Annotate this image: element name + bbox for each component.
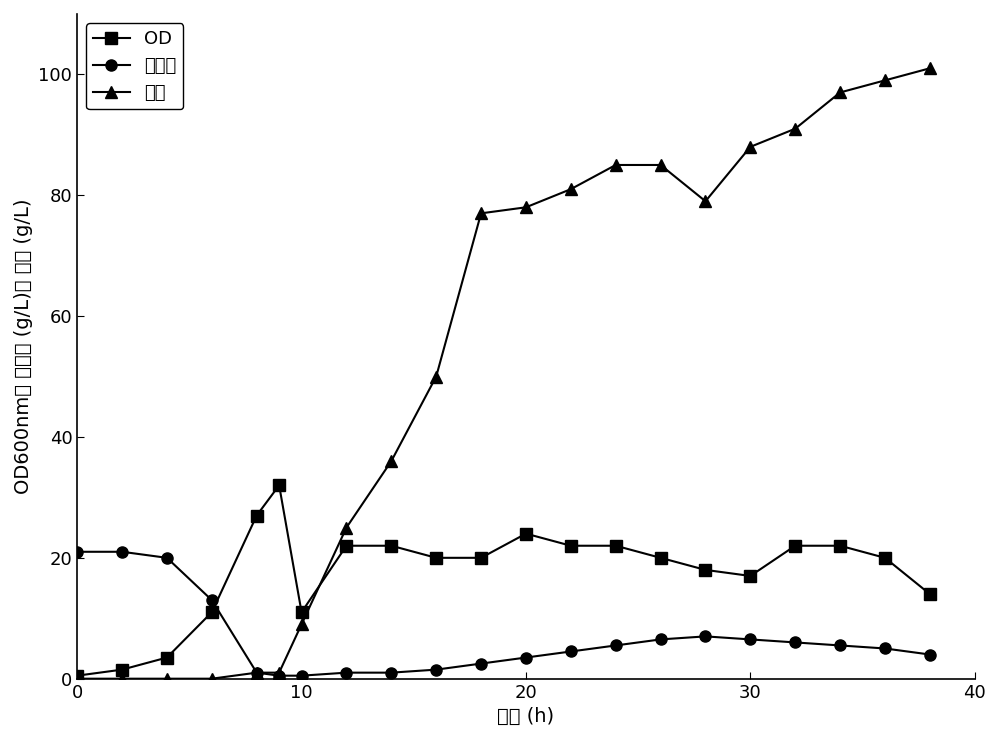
泛酸: [699, 197, 711, 206]
葡萄糖: [340, 668, 352, 677]
泛酸: [520, 203, 532, 212]
泛酸: [161, 674, 173, 683]
Line: OD: OD: [72, 480, 935, 682]
OD: [71, 671, 83, 680]
OD: [161, 653, 173, 662]
OD: [206, 608, 218, 616]
Line: 泛酸: 泛酸: [72, 63, 935, 684]
OD: [699, 565, 711, 574]
泛酸: [610, 161, 622, 169]
泛酸: [655, 161, 667, 169]
葡萄糖: [520, 653, 532, 662]
葡萄糖: [385, 668, 397, 677]
泛酸: [789, 124, 801, 133]
葡萄糖: [71, 548, 83, 556]
葡萄糖: [655, 635, 667, 644]
葡萄糖: [273, 671, 285, 680]
OD: [834, 541, 846, 550]
泛酸: [251, 668, 263, 677]
葡萄糖: [161, 554, 173, 562]
葡萄糖: [206, 596, 218, 605]
OD: [924, 590, 936, 599]
葡萄糖: [879, 644, 891, 653]
泛酸: [296, 620, 308, 629]
葡萄糖: [565, 647, 577, 656]
葡萄糖: [475, 659, 487, 668]
Y-axis label: OD600nm， 葡萄糖 (g/L)， 泛酸 (g/L): OD600nm， 葡萄糖 (g/L)， 泛酸 (g/L): [14, 198, 33, 494]
泛酸: [116, 674, 128, 683]
OD: [296, 608, 308, 616]
泛酸: [879, 76, 891, 85]
葡萄糖: [296, 671, 308, 680]
葡萄糖: [116, 548, 128, 556]
泛酸: [475, 209, 487, 218]
泛酸: [340, 523, 352, 532]
OD: [251, 511, 263, 520]
OD: [340, 541, 352, 550]
OD: [430, 554, 442, 562]
葡萄糖: [789, 638, 801, 647]
OD: [789, 541, 801, 550]
OD: [475, 554, 487, 562]
OD: [655, 554, 667, 562]
OD: [116, 665, 128, 674]
泛酸: [565, 185, 577, 194]
葡萄糖: [744, 635, 756, 644]
OD: [273, 481, 285, 490]
泛酸: [834, 88, 846, 97]
葡萄糖: [924, 650, 936, 659]
泛酸: [430, 372, 442, 381]
X-axis label: 时间 (h): 时间 (h): [497, 707, 555, 726]
Legend: OD, 葡萄糖, 泛酸: OD, 葡萄糖, 泛酸: [86, 23, 183, 110]
泛酸: [924, 64, 936, 73]
葡萄糖: [834, 641, 846, 650]
葡萄糖: [251, 668, 263, 677]
OD: [744, 571, 756, 580]
泛酸: [385, 457, 397, 465]
葡萄糖: [699, 632, 711, 641]
泛酸: [273, 668, 285, 677]
泛酸: [71, 674, 83, 683]
葡萄糖: [610, 641, 622, 650]
OD: [565, 541, 577, 550]
OD: [385, 541, 397, 550]
Line: 葡萄糖: 葡萄糖: [72, 546, 935, 682]
OD: [610, 541, 622, 550]
OD: [879, 554, 891, 562]
OD: [520, 529, 532, 538]
泛酸: [206, 674, 218, 683]
泛酸: [744, 142, 756, 151]
葡萄糖: [430, 665, 442, 674]
